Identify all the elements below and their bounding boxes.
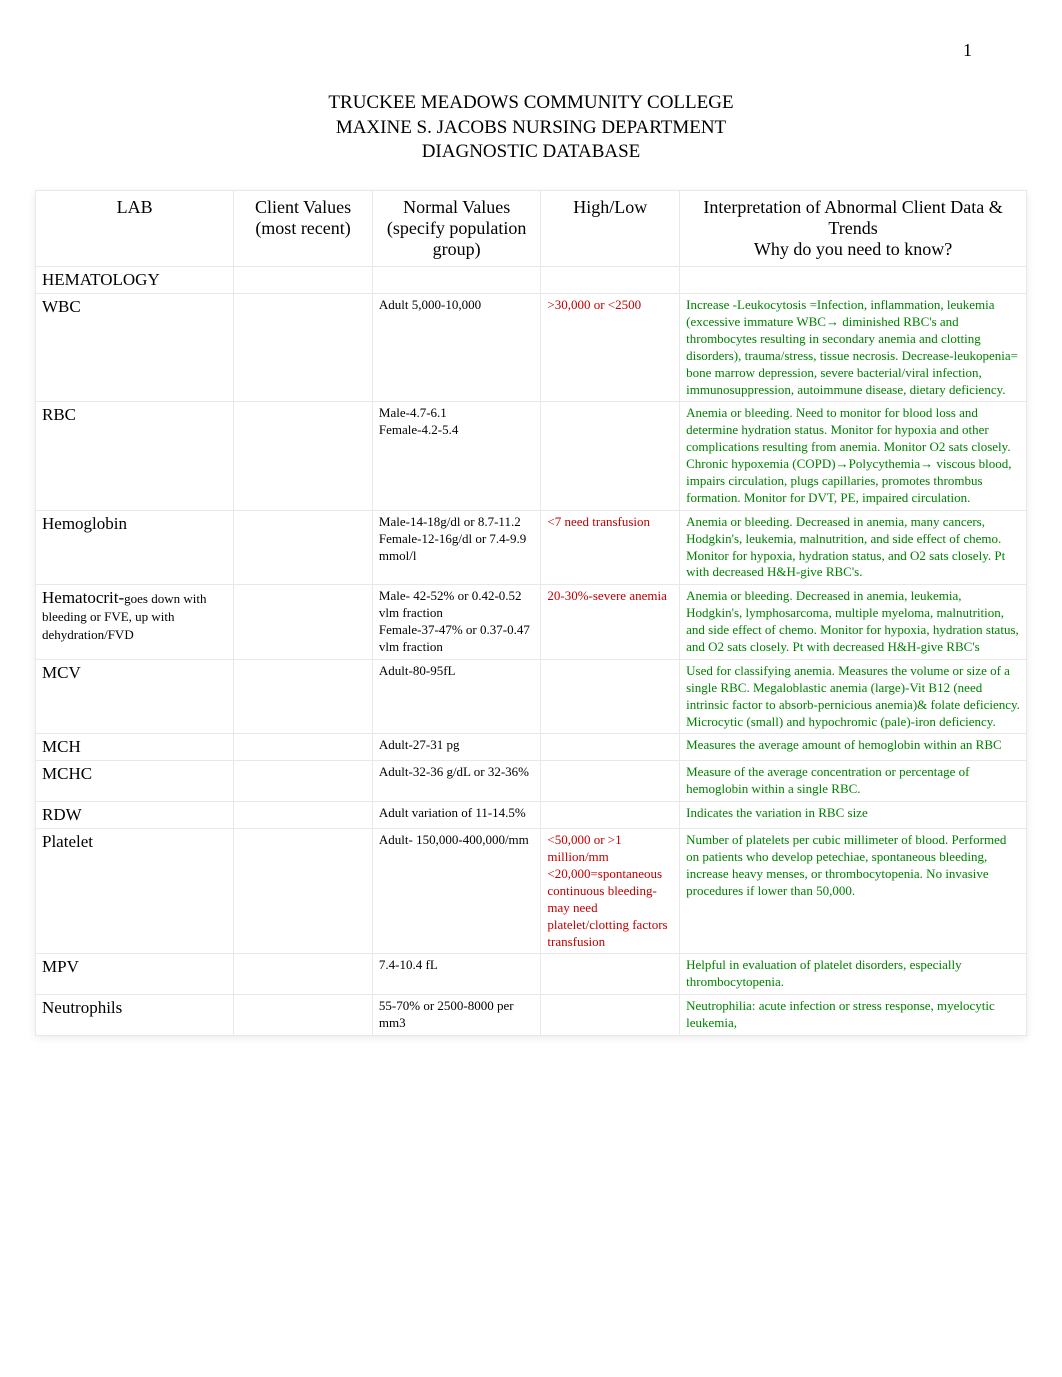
table-row: WBC Adult 5,000-10,000>30,000 or <2500 In…	[36, 294, 1027, 402]
client-value-cell	[234, 294, 373, 402]
lab-name: MCV	[42, 663, 81, 682]
highlow-cell	[541, 995, 680, 1036]
highlow-cell	[541, 734, 680, 761]
section-row: HEMATOLOGY	[36, 267, 1027, 294]
highlow-cell	[541, 761, 680, 802]
normal-value-cell: Adult variation of 11-14.5%	[372, 802, 540, 829]
lab-name: MCH	[42, 737, 81, 756]
lab-name: Platelet	[42, 832, 93, 851]
client-value-cell	[234, 954, 373, 995]
table-row: Hemoglobin Male-14-18g/dl or 8.7-11.2Fema…	[36, 510, 1027, 585]
interpretation-cell: Neutrophilia: acute infection or stress …	[680, 995, 1027, 1036]
col-header-normal: Normal Values (specify population group)	[372, 191, 540, 267]
empty-cell	[372, 267, 540, 294]
lab-name-cell: MCHC	[36, 761, 234, 802]
table-row: MCV Adult-80-95fL Used for classifying ane…	[36, 659, 1027, 734]
section-hematology: HEMATOLOGY	[36, 267, 234, 294]
lab-name: MCHC	[42, 764, 92, 783]
lab-name-cell: RBC	[36, 402, 234, 510]
lab-name-cell: Hemoglobin	[36, 510, 234, 585]
table-row: RDW Adult variation of 11-14.5% Indicates …	[36, 802, 1027, 829]
table-header-row: LAB Client Values (most recent) Normal V…	[36, 191, 1027, 267]
interpretation-cell: Used for classifying anemia. Measures th…	[680, 659, 1027, 734]
client-value-cell	[234, 402, 373, 510]
normal-value-cell: Adult-80-95fL	[372, 659, 540, 734]
col-header-interp: Interpretation of Abnormal Client Data &…	[680, 191, 1027, 267]
client-value-cell	[234, 659, 373, 734]
normal-value-cell: Adult- 150,000-400,000/mm	[372, 829, 540, 954]
empty-cell	[234, 267, 373, 294]
client-value-cell	[234, 802, 373, 829]
lab-table: LAB Client Values (most recent) Normal V…	[35, 190, 1027, 1036]
header-line-2: MAXINE S. JACOBS NURSING DEPARTMENT	[30, 116, 1032, 141]
highlow-cell: 20-30%-severe anemia	[541, 585, 680, 660]
lab-name-cell: RDW	[36, 802, 234, 829]
client-value-cell	[234, 995, 373, 1036]
highlow-cell	[541, 802, 680, 829]
normal-value-cell: 7.4-10.4 fL	[372, 954, 540, 995]
interpretation-cell: Number of platelets per cubic millimeter…	[680, 829, 1027, 954]
table-row: Hematocrit-goes down with bleeding or FV…	[36, 585, 1027, 660]
lab-name: MPV	[42, 957, 79, 976]
header-line-1: TRUCKEE MEADOWS COMMUNITY COLLEGE	[30, 91, 1032, 116]
normal-value-cell: Adult-27-31 pg	[372, 734, 540, 761]
client-value-cell	[234, 585, 373, 660]
highlow-cell	[541, 402, 680, 510]
lab-name-cell: Neutrophils	[36, 995, 234, 1036]
table-row: MCH Adult-27-31 pg Measures the average am…	[36, 734, 1027, 761]
interpretation-cell: Anemia or bleeding. Decreased in anemia,…	[680, 585, 1027, 660]
lab-name-cell: MPV	[36, 954, 234, 995]
client-value-cell	[234, 734, 373, 761]
lab-name-cell: WBC	[36, 294, 234, 402]
lab-name: Hemoglobin	[42, 514, 127, 533]
lab-name: Hematocrit-	[42, 588, 124, 607]
col-header-lab: LAB	[36, 191, 234, 267]
lab-name: Neutrophils	[42, 998, 122, 1017]
lab-name-cell: Hematocrit-goes down with bleeding or FV…	[36, 585, 234, 660]
page-number: 1	[30, 40, 1032, 61]
table-row: Neutrophils 55-70% or 2500-8000 per mm3 Ne…	[36, 995, 1027, 1036]
normal-value-cell: 55-70% or 2500-8000 per mm3	[372, 995, 540, 1036]
normal-value-cell: Male-4.7-6.1Female-4.2-5.4	[372, 402, 540, 510]
interpretation-cell: Anemia or bleeding. Need to monitor for …	[680, 402, 1027, 510]
interpretation-cell: Increase -Leukocytosis =Infection, infla…	[680, 294, 1027, 402]
col-header-highlow: High/Low	[541, 191, 680, 267]
client-value-cell	[234, 829, 373, 954]
client-value-cell	[234, 761, 373, 802]
interpretation-cell: Measures the average amount of hemoglobi…	[680, 734, 1027, 761]
normal-value-cell: Adult-32-36 g/dL or 32-36%	[372, 761, 540, 802]
lab-name-cell: MCV	[36, 659, 234, 734]
interpretation-cell: Anemia or bleeding. Decreased in anemia,…	[680, 510, 1027, 585]
header-line-3: DIAGNOSTIC DATABASE	[30, 140, 1032, 165]
lab-name: WBC	[42, 297, 81, 316]
document-header: TRUCKEE MEADOWS COMMUNITY COLLEGE MAXINE…	[30, 91, 1032, 165]
highlow-cell	[541, 659, 680, 734]
lab-name: RDW	[42, 805, 82, 824]
lab-table-container: LAB Client Values (most recent) Normal V…	[35, 190, 1027, 1036]
empty-cell	[680, 267, 1027, 294]
col-header-client: Client Values (most recent)	[234, 191, 373, 267]
interpretation-cell: Measure of the average concentration or …	[680, 761, 1027, 802]
interpretation-cell: Indicates the variation in RBC size	[680, 802, 1027, 829]
lab-name: RBC	[42, 405, 76, 424]
highlow-cell	[541, 954, 680, 995]
normal-value-cell: Adult 5,000-10,000	[372, 294, 540, 402]
normal-value-cell: Male- 42-52% or 0.42-0.52 vlm fractionFe…	[372, 585, 540, 660]
table-row: RBC Male-4.7-6.1Female-4.2-5.4 Anemia or b…	[36, 402, 1027, 510]
highlow-cell: <50,000 or >1 million/mm<20,000=spontane…	[541, 829, 680, 954]
normal-value-cell: Male-14-18g/dl or 8.7-11.2Female-12-16g/…	[372, 510, 540, 585]
lab-name-cell: MCH	[36, 734, 234, 761]
empty-cell	[541, 267, 680, 294]
client-value-cell	[234, 510, 373, 585]
highlow-cell: >30,000 or <2500	[541, 294, 680, 402]
highlow-cell: <7 need transfusion	[541, 510, 680, 585]
lab-name-cell: Platelet	[36, 829, 234, 954]
table-row: MPV 7.4-10.4 fL Helpful in evaluation of p…	[36, 954, 1027, 995]
interpretation-cell: Helpful in evaluation of platelet disord…	[680, 954, 1027, 995]
table-row: Platelet Adult- 150,000-400,000/mm<50,000…	[36, 829, 1027, 954]
table-row: MCHC Adult-32-36 g/dL or 32-36% Measure of…	[36, 761, 1027, 802]
